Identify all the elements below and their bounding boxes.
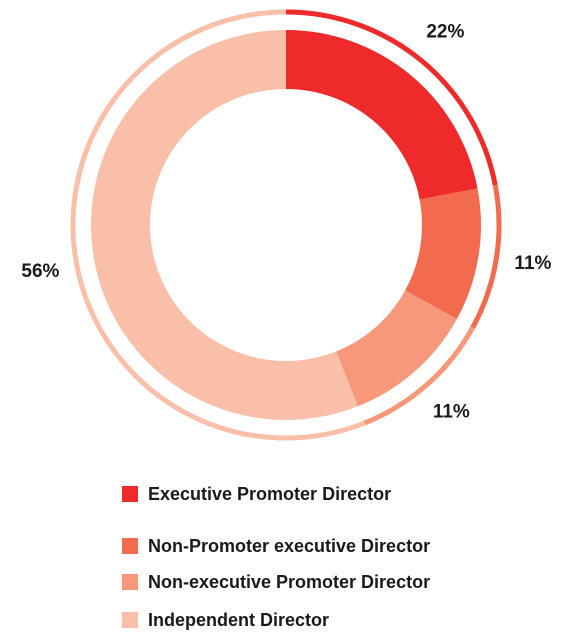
legend-label: Non-Promoter executive Director bbox=[148, 536, 430, 556]
legend-swatch bbox=[122, 612, 138, 628]
legend-swatch bbox=[122, 538, 138, 554]
outer-ring-arc bbox=[70, 9, 366, 441]
value-label: 11% bbox=[433, 402, 470, 423]
donut-slice bbox=[336, 290, 457, 407]
outer-ring-arc bbox=[470, 184, 502, 329]
legend-swatch bbox=[122, 486, 138, 502]
legend-label: Executive Promoter Director bbox=[148, 484, 391, 504]
value-label: 22% bbox=[426, 21, 464, 42]
donut-slice bbox=[91, 30, 358, 420]
value-label: 56% bbox=[21, 261, 59, 282]
donut-slice bbox=[405, 188, 481, 319]
legend-label: Non-executive Promoter Director bbox=[148, 572, 430, 592]
donut-slice bbox=[286, 30, 478, 200]
outer-ring-arc bbox=[363, 326, 475, 426]
outer-ring-arc bbox=[285, 9, 498, 186]
legend-label: Independent Director bbox=[148, 610, 329, 630]
value-label: 11% bbox=[514, 253, 551, 274]
legend-swatch bbox=[122, 574, 138, 590]
